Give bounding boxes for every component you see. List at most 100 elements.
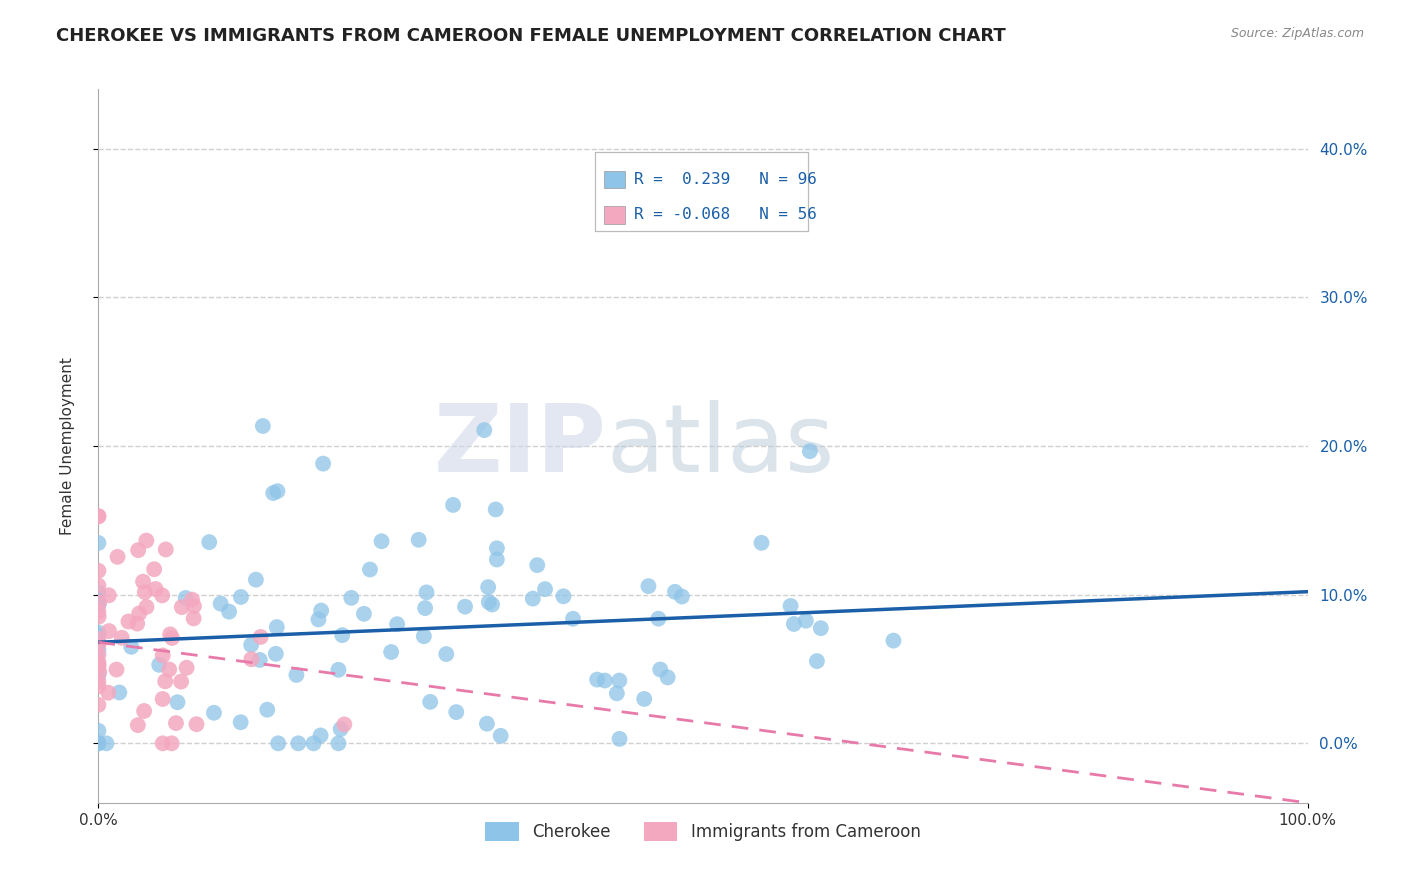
Point bbox=[174, 591, 197, 605]
Point bbox=[87, 635, 110, 649]
Point bbox=[806, 654, 828, 668]
Point bbox=[650, 663, 672, 677]
Point bbox=[152, 736, 174, 750]
Point bbox=[87, 723, 110, 738]
Point bbox=[148, 657, 170, 672]
Point bbox=[309, 728, 332, 742]
Point bbox=[664, 584, 686, 599]
Point bbox=[135, 599, 157, 614]
Point bbox=[157, 663, 180, 677]
Point bbox=[385, 617, 408, 632]
Point bbox=[155, 542, 177, 557]
Text: CHEROKEE VS IMMIGRANTS FROM CAMEROON FEMALE UNEMPLOYMENT CORRELATION CHART: CHEROKEE VS IMMIGRANTS FROM CAMEROON FEM… bbox=[56, 27, 1005, 45]
Point bbox=[132, 574, 155, 589]
Point bbox=[87, 648, 110, 662]
Point bbox=[97, 588, 120, 602]
Point bbox=[609, 731, 631, 746]
Point bbox=[256, 703, 278, 717]
Text: Source: ZipAtlas.com: Source: ZipAtlas.com bbox=[1230, 27, 1364, 40]
Point bbox=[478, 595, 501, 609]
FancyBboxPatch shape bbox=[603, 170, 626, 188]
Text: ZIP: ZIP bbox=[433, 400, 606, 492]
Point bbox=[87, 609, 110, 624]
Point bbox=[553, 589, 575, 603]
Point bbox=[89, 665, 111, 679]
Point bbox=[170, 600, 193, 615]
Point bbox=[340, 591, 363, 605]
Point bbox=[434, 647, 457, 661]
Point bbox=[328, 663, 350, 677]
Point bbox=[87, 668, 110, 682]
Point bbox=[127, 718, 149, 732]
Point bbox=[134, 704, 156, 718]
Point bbox=[330, 628, 353, 642]
Point bbox=[606, 686, 628, 700]
Text: R =  0.239   N = 96: R = 0.239 N = 96 bbox=[634, 172, 817, 186]
Point bbox=[145, 582, 167, 596]
Point bbox=[87, 736, 110, 750]
Point bbox=[87, 643, 110, 657]
Point bbox=[152, 692, 174, 706]
Point bbox=[609, 673, 631, 688]
Point bbox=[477, 580, 499, 594]
Point bbox=[485, 502, 508, 516]
Point bbox=[534, 582, 557, 596]
Point bbox=[87, 659, 110, 673]
Point bbox=[799, 444, 821, 458]
Point bbox=[165, 716, 187, 731]
Point bbox=[97, 686, 120, 700]
Point bbox=[87, 593, 110, 607]
Point bbox=[783, 617, 806, 632]
Point bbox=[105, 663, 128, 677]
Point bbox=[481, 598, 503, 612]
Point bbox=[108, 685, 131, 699]
Point bbox=[266, 620, 288, 634]
Point bbox=[312, 457, 335, 471]
Point bbox=[98, 624, 121, 638]
Point bbox=[117, 615, 139, 629]
Point bbox=[657, 670, 679, 684]
Point bbox=[522, 591, 544, 606]
Point bbox=[472, 423, 495, 437]
Point bbox=[150, 588, 173, 602]
Point bbox=[186, 717, 208, 731]
Point bbox=[160, 736, 183, 750]
Point bbox=[779, 599, 801, 613]
Point bbox=[209, 597, 232, 611]
Point bbox=[475, 716, 498, 731]
Point bbox=[415, 585, 437, 599]
Point bbox=[333, 717, 356, 731]
Point bbox=[245, 573, 267, 587]
Point bbox=[485, 541, 508, 556]
Point bbox=[87, 585, 110, 599]
Point bbox=[87, 674, 110, 689]
Point bbox=[87, 597, 110, 611]
Point bbox=[359, 562, 381, 576]
Point bbox=[87, 578, 110, 592]
Point bbox=[152, 648, 174, 663]
Point bbox=[309, 604, 332, 618]
Point bbox=[412, 629, 434, 643]
Point bbox=[264, 647, 287, 661]
Point bbox=[127, 616, 149, 631]
Point bbox=[446, 705, 468, 719]
Point bbox=[328, 736, 350, 750]
Point bbox=[96, 736, 118, 750]
Point bbox=[380, 645, 402, 659]
Point bbox=[87, 698, 110, 712]
Point bbox=[287, 736, 309, 750]
Point bbox=[489, 729, 512, 743]
Point bbox=[562, 612, 585, 626]
Point bbox=[329, 722, 352, 736]
Point bbox=[240, 652, 263, 666]
Point bbox=[111, 631, 134, 645]
Point bbox=[87, 655, 110, 669]
Point bbox=[166, 695, 188, 709]
Point bbox=[87, 598, 110, 612]
Point bbox=[87, 625, 110, 640]
Text: R = -0.068   N = 56: R = -0.068 N = 56 bbox=[634, 207, 817, 222]
Point bbox=[87, 564, 110, 578]
Point bbox=[134, 585, 156, 599]
Legend: Cherokee, Immigrants from Cameroon: Cherokee, Immigrants from Cameroon bbox=[479, 815, 927, 848]
Point bbox=[176, 661, 198, 675]
